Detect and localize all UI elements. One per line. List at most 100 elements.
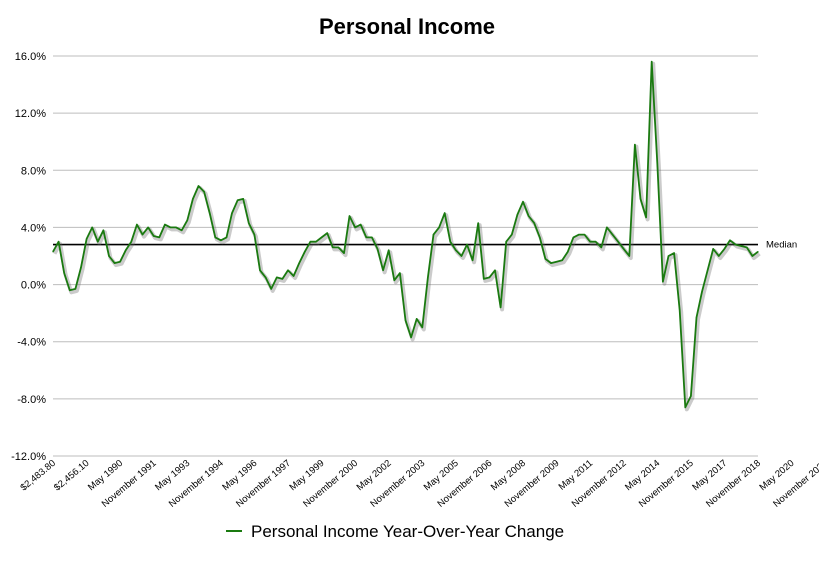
data-point (69, 289, 71, 291)
data-point (192, 198, 194, 200)
data-point (690, 395, 692, 397)
data-point (483, 278, 485, 280)
data-point (544, 258, 546, 260)
data-point (455, 249, 457, 251)
data-point (751, 255, 754, 257)
data-point (404, 319, 407, 321)
data-point (757, 251, 759, 253)
data-point (718, 255, 720, 257)
data-point (371, 236, 373, 239)
data-point (555, 261, 558, 263)
data-point (623, 248, 625, 250)
data-point (309, 241, 311, 243)
data-point (175, 226, 177, 229)
data-point (427, 276, 429, 279)
data-point (158, 236, 160, 239)
x-tick-label: $2,456.10 (52, 458, 91, 494)
y-tick-label: -12.0% (11, 451, 46, 463)
data-point (85, 238, 88, 240)
legend-label: Personal Income Year-Over-Year Change (251, 522, 564, 541)
y-tick-label: -8.0% (17, 394, 46, 406)
data-point (102, 229, 104, 231)
data-point (421, 326, 423, 329)
data-point (712, 248, 714, 250)
data-point (488, 276, 491, 279)
median-label: Median (766, 240, 797, 251)
data-point (645, 216, 647, 219)
data-point (684, 406, 686, 409)
data-point (695, 316, 698, 319)
data-point (578, 233, 580, 236)
data-point (589, 241, 591, 243)
data-point (320, 236, 323, 239)
data-point (438, 226, 440, 229)
data-point (634, 143, 636, 146)
data-point (583, 233, 586, 236)
data-point (242, 198, 244, 200)
data-point (472, 259, 474, 261)
data-point (679, 309, 681, 311)
data-point (460, 255, 463, 257)
data-point (113, 262, 116, 264)
data-point (52, 251, 54, 253)
data-point (259, 269, 261, 271)
data-point (74, 288, 76, 290)
data-point (550, 262, 552, 264)
data-point (449, 241, 451, 243)
data-point (477, 222, 479, 224)
data-point (253, 233, 256, 236)
median-layer: Median (53, 240, 797, 251)
data-point (651, 61, 653, 63)
data-point (315, 241, 317, 243)
data-point (567, 251, 569, 253)
x-tick-label: $2,483.80 (18, 458, 57, 494)
data-point (225, 236, 228, 239)
data-point (304, 251, 306, 253)
data-point (164, 223, 166, 226)
data-point (214, 236, 216, 239)
y-tick-label: -4.0% (17, 337, 46, 349)
data-point (639, 198, 642, 200)
y-tick-label: 16.0% (15, 51, 46, 63)
data-point (332, 246, 334, 249)
data-point (231, 212, 233, 214)
data-point (416, 318, 418, 320)
data-point (141, 233, 144, 236)
data-point (393, 279, 395, 281)
y-axis: 16.0% 12.0% 8.0% 4.0% 0.0% -4.0% -8.0% -12.0% (11, 51, 46, 463)
data-point (673, 252, 675, 254)
data-point (511, 233, 513, 236)
data-point (57, 241, 60, 243)
data-point (561, 259, 563, 261)
data-point (729, 239, 731, 241)
chart-title: Personal Income (319, 14, 495, 39)
data-point (343, 252, 345, 254)
data-point (80, 266, 82, 269)
data-point (746, 246, 748, 249)
data-point (337, 246, 339, 249)
data-point (365, 236, 367, 239)
data-point (348, 215, 351, 217)
data-point (516, 213, 519, 216)
data-point (181, 229, 183, 231)
legend: Personal Income Year-Over-Year Change (226, 522, 564, 541)
data-point (500, 306, 502, 309)
data-point (388, 249, 390, 251)
data-point (595, 241, 597, 243)
data-point (108, 255, 110, 257)
data-point (281, 278, 284, 280)
data-point (432, 233, 435, 236)
data-point (265, 276, 267, 279)
data-point (628, 255, 630, 257)
data-point (91, 226, 93, 229)
data-point (147, 226, 149, 229)
data-point (197, 185, 200, 187)
data-point (119, 261, 121, 263)
y-tick-label: 8.0% (21, 165, 46, 177)
data-point (326, 232, 328, 234)
data-point (220, 239, 222, 241)
data-point (539, 236, 541, 239)
data-point (533, 222, 535, 224)
data-point (494, 269, 496, 271)
